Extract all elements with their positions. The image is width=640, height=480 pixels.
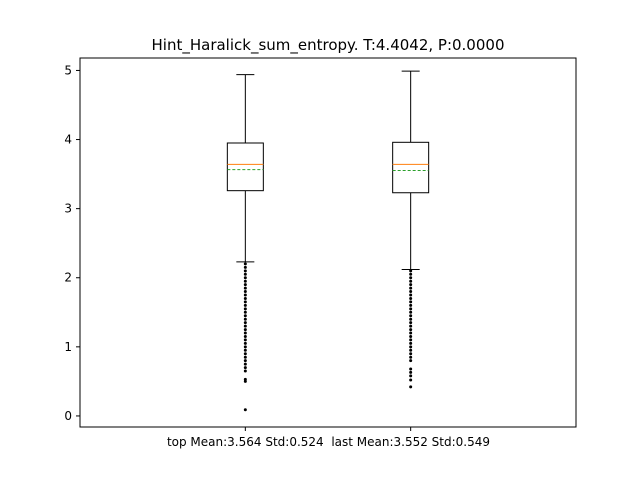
outlier-point xyxy=(243,362,247,366)
outlier-point xyxy=(409,352,413,356)
outlier-point xyxy=(243,286,247,290)
outlier-point xyxy=(243,265,247,269)
outlier-point xyxy=(409,334,413,338)
outlier-point xyxy=(243,334,247,338)
outlier-point xyxy=(409,385,413,389)
outlier-point xyxy=(409,355,413,359)
outlier-point xyxy=(243,377,247,381)
outlier-point xyxy=(409,328,413,332)
outlier-point xyxy=(409,331,413,335)
outlier-point xyxy=(243,345,247,349)
outlier-point xyxy=(243,355,247,359)
outlier-point xyxy=(409,290,413,294)
outlier-point xyxy=(409,303,413,307)
outlier-point xyxy=(243,366,247,370)
outlier-point xyxy=(243,338,247,342)
outlier-point xyxy=(243,307,247,311)
outlier-point xyxy=(243,300,247,304)
outlier-point xyxy=(243,303,247,307)
outlier-point xyxy=(243,272,247,276)
outlier-point xyxy=(409,374,413,378)
outlier-point xyxy=(409,359,413,363)
outlier-point xyxy=(409,310,413,314)
y-tick-label: 3 xyxy=(64,202,72,216)
y-tick-label: 1 xyxy=(64,340,72,354)
outlier-point xyxy=(409,286,413,290)
outlier-point xyxy=(409,307,413,311)
outlier-point xyxy=(409,324,413,328)
outlier-point xyxy=(243,279,247,283)
outlier-point xyxy=(243,276,247,280)
outlier-point xyxy=(243,341,247,345)
iqr-box xyxy=(226,142,264,192)
outlier-point xyxy=(243,283,247,287)
outlier-point xyxy=(409,378,413,382)
outlier-point xyxy=(243,352,247,356)
outlier-point xyxy=(243,321,247,325)
x-tick-label: last Mean:3.552 Std:0.549 xyxy=(331,435,490,449)
outlier-point xyxy=(243,328,247,332)
outlier-point xyxy=(243,290,247,294)
outlier-point xyxy=(409,370,413,374)
x-tick-label: top Mean:3.564 Std:0.524 xyxy=(167,435,324,449)
box-group: last Mean:3.552 Std:0.549 xyxy=(331,70,490,449)
outlier-point xyxy=(243,331,247,335)
outlier-point xyxy=(243,379,247,383)
outlier-point xyxy=(243,269,247,273)
outlier-point xyxy=(409,348,413,352)
y-tick-label: 0 xyxy=(64,409,72,423)
outlier-point xyxy=(409,300,413,304)
outlier-point xyxy=(409,272,413,276)
outlier-point xyxy=(409,269,413,273)
outlier-point xyxy=(409,338,413,342)
outlier-point xyxy=(409,341,413,345)
y-tick-label: 5 xyxy=(64,63,72,77)
outlier-point xyxy=(243,369,247,373)
outlier-point xyxy=(409,317,413,321)
iqr-box xyxy=(392,141,430,194)
outlier-point xyxy=(243,314,247,318)
outlier-point xyxy=(243,296,247,300)
outlier-point xyxy=(409,293,413,297)
chart-title: Hint_Haralick_sum_entropy. T:4.4042, P:0… xyxy=(152,36,505,55)
outlier-point xyxy=(409,321,413,325)
outlier-point xyxy=(243,408,247,412)
y-tick-label: 4 xyxy=(64,133,72,147)
outlier-point xyxy=(243,348,247,352)
outlier-point xyxy=(409,345,413,349)
outlier-point xyxy=(243,359,247,363)
outlier-point xyxy=(243,324,247,328)
plot-frame xyxy=(79,57,577,428)
outlier-point xyxy=(243,293,247,297)
outlier-point xyxy=(243,317,247,321)
outlier-point xyxy=(409,367,413,371)
outlier-point xyxy=(243,262,247,266)
y-tick-label: 2 xyxy=(64,271,72,285)
outlier-point xyxy=(409,279,413,283)
outlier-point xyxy=(243,310,247,314)
outlier-point xyxy=(409,296,413,300)
box-group: top Mean:3.564 Std:0.524 xyxy=(167,74,324,449)
outlier-point xyxy=(409,276,413,280)
outlier-point xyxy=(409,283,413,287)
outlier-point xyxy=(409,314,413,318)
